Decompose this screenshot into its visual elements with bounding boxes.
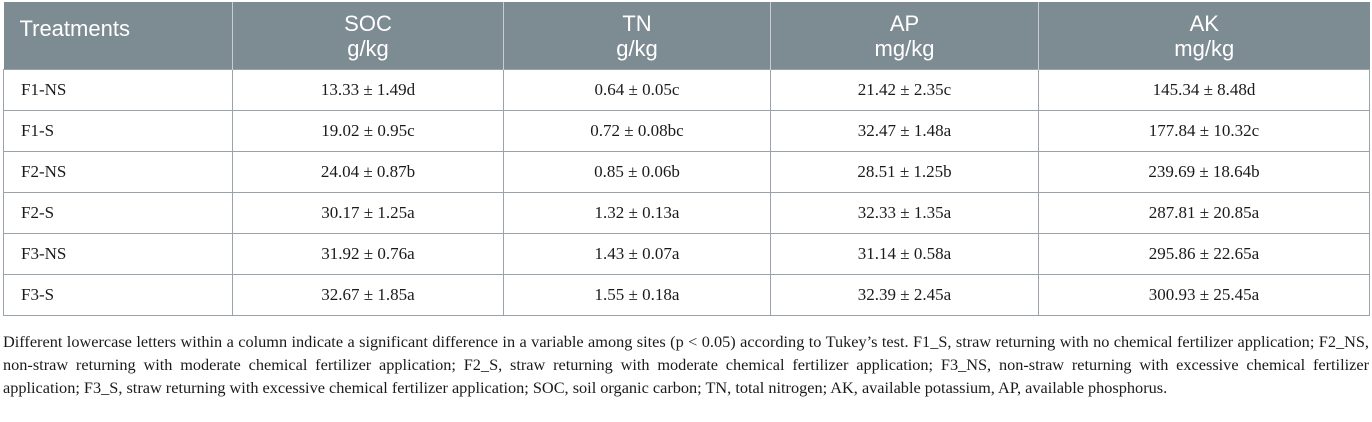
header-ap: AP mg/kg	[770, 2, 1039, 70]
table-row: F3-S 32.67 ± 1.85a 1.55 ± 0.18a 32.39 ± …	[3, 274, 1370, 316]
tn-cell: 0.72 ± 0.08bc	[503, 110, 771, 152]
header-label: SOC	[344, 10, 392, 36]
tn-cell: 1.32 ± 0.13a	[503, 192, 771, 234]
table-footnote: Different lowercase letters within a col…	[3, 332, 1369, 397]
header-treatments: Treatments	[3, 2, 233, 70]
soc-cell: 31.92 ± 0.76a	[232, 233, 504, 275]
tn-cell: 0.85 ± 0.06b	[503, 151, 771, 193]
ak-cell: 295.86 ± 22.65a	[1038, 233, 1370, 275]
header-ak: AK mg/kg	[1038, 2, 1370, 70]
treatment-cell: F2-NS	[3, 151, 233, 193]
soc-cell: 13.33 ± 1.49d	[232, 69, 504, 111]
treatment-cell: F3-S	[3, 274, 233, 316]
ap-cell: 32.47 ± 1.48a	[770, 110, 1039, 152]
data-table-container: Treatments SOC g/kg TN g/kg AP mg/kg AK …	[3, 2, 1370, 316]
header-soc: SOC g/kg	[232, 2, 504, 70]
table-row: F1-S 19.02 ± 0.95c 0.72 ± 0.08bc 32.47 ±…	[3, 110, 1370, 152]
header-label: TN	[622, 10, 652, 36]
table-header: Treatments SOC g/kg TN g/kg AP mg/kg AK …	[3, 2, 1370, 70]
header-label: AK	[1189, 10, 1219, 36]
treatment-cell: F1-S	[3, 110, 233, 152]
tn-cell: 0.64 ± 0.05c	[503, 69, 771, 111]
treatment-cell: F1-NS	[3, 69, 233, 111]
soc-cell: 24.04 ± 0.87b	[232, 151, 504, 193]
header-unit: g/kg	[347, 35, 389, 61]
ap-cell: 28.51 ± 1.25b	[770, 151, 1039, 193]
table-body: F1-NS 13.33 ± 1.49d 0.64 ± 0.05c 21.42 ±…	[3, 69, 1370, 316]
table-row: F3-NS 31.92 ± 0.76a 1.43 ± 0.07a 31.14 ±…	[3, 233, 1370, 275]
ak-cell: 177.84 ± 10.32c	[1038, 110, 1370, 152]
header-tn: TN g/kg	[503, 2, 771, 70]
treatment-cell: F2-S	[3, 192, 233, 234]
ak-cell: 239.69 ± 18.64b	[1038, 151, 1370, 193]
header-label: Treatments	[19, 16, 130, 41]
treatment-cell: F3-NS	[3, 233, 233, 275]
table-row: F2-NS 24.04 ± 0.87b 0.85 ± 0.06b 28.51 ±…	[3, 151, 1370, 193]
data-table: Treatments SOC g/kg TN g/kg AP mg/kg AK …	[3, 2, 1370, 316]
ap-cell: 32.39 ± 2.45a	[770, 274, 1039, 316]
ak-cell: 145.34 ± 8.48d	[1038, 69, 1370, 111]
ap-cell: 32.33 ± 1.35a	[770, 192, 1039, 234]
soc-cell: 32.67 ± 1.85a	[232, 274, 504, 316]
header-row: Treatments SOC g/kg TN g/kg AP mg/kg AK …	[3, 2, 1370, 70]
ak-cell: 287.81 ± 20.85a	[1038, 192, 1370, 234]
header-unit: mg/kg	[1174, 35, 1235, 61]
table-row: F1-NS 13.33 ± 1.49d 0.64 ± 0.05c 21.42 ±…	[3, 69, 1370, 111]
header-label: AP	[889, 10, 920, 36]
ap-cell: 21.42 ± 2.35c	[770, 69, 1039, 111]
table-row: F2-S 30.17 ± 1.25a 1.32 ± 0.13a 32.33 ± …	[3, 192, 1370, 234]
tn-cell: 1.55 ± 0.18a	[503, 274, 771, 316]
ak-cell: 300.93 ± 25.45a	[1038, 274, 1370, 316]
tn-cell: 1.43 ± 0.07a	[503, 233, 771, 275]
header-unit: mg/kg	[874, 35, 935, 61]
ap-cell: 31.14 ± 0.58a	[770, 233, 1039, 275]
header-unit: g/kg	[616, 35, 658, 61]
soc-cell: 19.02 ± 0.95c	[232, 110, 504, 152]
soc-cell: 30.17 ± 1.25a	[232, 192, 504, 234]
